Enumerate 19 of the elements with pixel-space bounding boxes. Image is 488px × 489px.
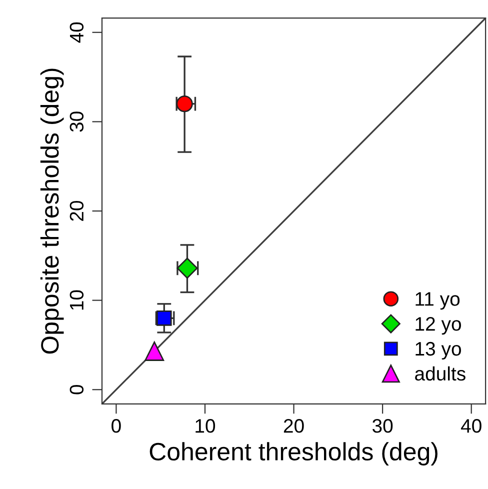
y-tick-label: 20 bbox=[70, 200, 84, 221]
legend-label: 13 yo bbox=[416, 342, 461, 360]
y-tick-label: 0 bbox=[70, 384, 84, 394]
y-tick-label: 30 bbox=[70, 112, 84, 132]
x-tick-label: 20 bbox=[284, 419, 304, 433]
y-tick-label: 10 bbox=[70, 290, 84, 310]
x-tick-label: 30 bbox=[372, 419, 393, 433]
x-tick-label: 40 bbox=[460, 419, 482, 433]
y-tick-label: 40 bbox=[70, 22, 84, 43]
legend-label: 11 yo bbox=[416, 292, 460, 310]
legend-label: 12 yo bbox=[416, 316, 461, 335]
point bbox=[156, 310, 172, 326]
x-axis-title: Coherent thresholds (deg) bbox=[150, 442, 438, 466]
point bbox=[176, 95, 193, 112]
y-axis-title: Opposite thresholds (deg) bbox=[40, 68, 64, 354]
x-tick-label: 0 bbox=[112, 419, 121, 433]
x-tick-label: 10 bbox=[196, 419, 216, 433]
point bbox=[144, 342, 164, 361]
legend-label: adults bbox=[415, 366, 466, 381]
